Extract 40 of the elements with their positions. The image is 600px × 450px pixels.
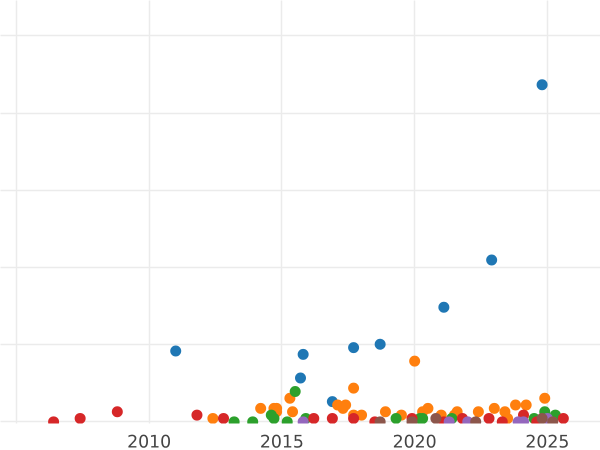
point	[558, 412, 569, 424]
point	[486, 254, 498, 266]
point	[287, 406, 298, 418]
point	[409, 356, 420, 367]
x-tick-label: 2020	[392, 432, 437, 450]
point	[74, 412, 86, 424]
point	[390, 412, 402, 424]
point	[520, 399, 532, 410]
point	[438, 302, 450, 313]
point	[340, 399, 352, 410]
point	[255, 402, 266, 414]
point	[268, 412, 280, 424]
point	[430, 412, 442, 424]
point	[112, 406, 123, 418]
point	[326, 412, 338, 424]
point	[472, 406, 484, 418]
point	[290, 386, 301, 397]
point	[422, 402, 434, 414]
point	[348, 342, 360, 354]
point	[356, 410, 368, 421]
point	[510, 399, 522, 410]
x-tick-label: 2025	[525, 432, 570, 450]
point	[348, 412, 360, 424]
point	[380, 406, 391, 418]
point	[308, 412, 320, 424]
point	[539, 392, 550, 404]
x-tick-label: 2010	[127, 432, 172, 450]
point	[536, 79, 548, 90]
point	[295, 372, 306, 384]
point	[191, 410, 202, 421]
point	[488, 402, 500, 414]
point	[207, 412, 218, 424]
point	[170, 346, 182, 357]
point	[218, 412, 230, 424]
x-tick-label: 2015	[260, 432, 304, 450]
point	[374, 338, 386, 350]
point	[348, 382, 360, 394]
point	[298, 348, 309, 360]
point	[536, 412, 548, 424]
point	[483, 412, 494, 424]
